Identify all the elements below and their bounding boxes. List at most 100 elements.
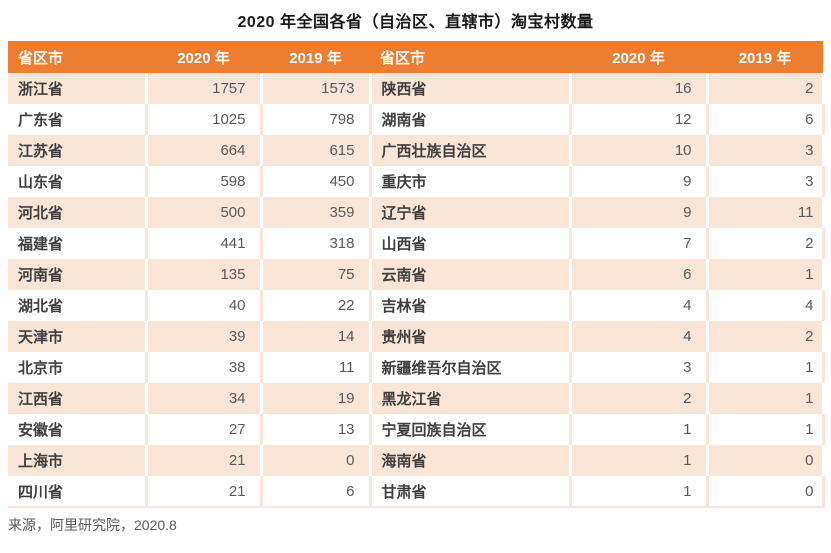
province-cell: 浙江省 [8,73,148,104]
value-cell: 0 [707,445,825,476]
province-cell: 河北省 [8,197,148,228]
table-row: 河南省 135 75 云南省 6 1 [8,259,825,290]
province-cell: 天津市 [8,321,148,352]
table-row: 江苏省 664 615 广西壮族自治区 10 3 [8,135,825,166]
value-cell: 441 [146,228,263,259]
taobao-village-table: 省区市 2020 年 2019 年 省区市 2020 年 2019 年 浙江省 1… [8,41,825,508]
province-cell: 陕西省 [370,73,572,104]
province-cell: 黑龙江省 [370,383,572,414]
value-cell: 27 [146,414,263,445]
table-header-row: 省区市 2020 年 2019 年 省区市 2020 年 2019 年 [8,41,823,73]
value-cell: 11 [261,352,372,383]
value-cell: 1 [707,259,825,290]
value-cell: 1573 [261,73,372,104]
value-cell: 22 [261,290,372,321]
value-cell: 615 [261,135,372,166]
table-row: 河北省 500 359 辽宁省 9 11 [8,197,825,228]
province-cell: 广东省 [8,104,148,135]
value-cell: 1 [707,352,825,383]
value-cell: 6 [261,476,372,507]
table-row: 安徽省 27 13 宁夏回族自治区 1 1 [8,414,825,445]
column-header-2020-right: 2020 年 [570,41,707,73]
value-cell: 4 [570,290,709,321]
value-cell: 4 [707,290,825,321]
value-cell: 664 [146,135,263,166]
value-cell: 7 [570,228,709,259]
province-cell: 新疆维吾尔自治区 [370,352,572,383]
province-cell: 福建省 [8,228,148,259]
province-cell: 海南省 [370,445,572,476]
province-cell: 四川省 [8,476,148,507]
value-cell: 3 [707,166,825,197]
value-cell: 4 [570,321,709,352]
value-cell: 318 [261,228,372,259]
value-cell: 19 [261,383,372,414]
table-row: 湖北省 40 22 吉林省 4 4 [8,290,825,321]
value-cell: 3 [570,352,709,383]
province-cell: 甘肃省 [370,476,572,507]
column-header-2020-left: 2020 年 [146,41,261,73]
chart-title: 2020 年全国各省（自治区、直辖市）淘宝村数量 [237,14,594,31]
table-row: 福建省 441 318 山西省 7 2 [8,228,825,259]
source-note: 来源，阿里研究院，2020.8 [8,517,177,533]
province-cell: 湖北省 [8,290,148,321]
value-cell: 10 [570,135,709,166]
value-cell: 14 [261,321,372,352]
province-cell: 北京市 [8,352,148,383]
value-cell: 39 [146,321,263,352]
column-header-2019-left: 2019 年 [261,41,370,73]
column-header-2019-right: 2019 年 [707,41,823,73]
table-body: 浙江省 1757 1573 陕西省 16 2 广东省 1025 798 湖南省 12 6 江苏省 664 6… [8,73,825,507]
value-cell: 16 [570,73,709,104]
value-cell: 598 [146,166,263,197]
value-cell: 450 [261,166,372,197]
province-cell: 广西壮族自治区 [370,135,572,166]
value-cell: 1 [707,414,825,445]
province-cell: 上海市 [8,445,148,476]
column-header-province-right: 省区市 [370,41,570,73]
province-cell: 江西省 [8,383,148,414]
value-cell: 0 [707,476,825,507]
table-row: 北京市 38 11 新疆维吾尔自治区 3 1 [8,352,825,383]
value-cell: 2 [707,321,825,352]
value-cell: 1 [570,476,709,507]
province-cell: 贵州省 [370,321,572,352]
province-cell: 河南省 [8,259,148,290]
value-cell: 2 [707,228,825,259]
table-row: 四川省 21 6 甘肃省 1 0 [8,476,825,507]
table-row: 山东省 598 450 重庆市 9 3 [8,166,825,197]
value-cell: 12 [570,104,709,135]
province-cell: 山东省 [8,166,148,197]
value-cell: 1 [570,445,709,476]
value-cell: 1 [570,414,709,445]
province-cell: 山西省 [370,228,572,259]
value-cell: 359 [261,197,372,228]
value-cell: 1 [707,383,825,414]
province-cell: 湖南省 [370,104,572,135]
value-cell: 500 [146,197,263,228]
value-cell: 3 [707,135,825,166]
value-cell: 798 [261,104,372,135]
table-row: 广东省 1025 798 湖南省 12 6 [8,104,825,135]
table-row: 浙江省 1757 1573 陕西省 16 2 [8,73,825,104]
value-cell: 38 [146,352,263,383]
value-cell: 21 [146,445,263,476]
column-header-province-left: 省区市 [8,41,146,73]
value-cell: 6 [707,104,825,135]
value-cell: 2 [570,383,709,414]
value-cell: 34 [146,383,263,414]
value-cell: 75 [261,259,372,290]
value-cell: 13 [261,414,372,445]
province-cell: 云南省 [370,259,572,290]
value-cell: 11 [707,197,825,228]
value-cell: 6 [570,259,709,290]
value-cell: 2 [707,73,825,104]
value-cell: 1025 [146,104,263,135]
province-cell: 安徽省 [8,414,148,445]
province-cell: 辽宁省 [370,197,572,228]
province-cell: 重庆市 [370,166,572,197]
value-cell: 135 [146,259,263,290]
province-cell: 吉林省 [370,290,572,321]
value-cell: 9 [570,166,709,197]
